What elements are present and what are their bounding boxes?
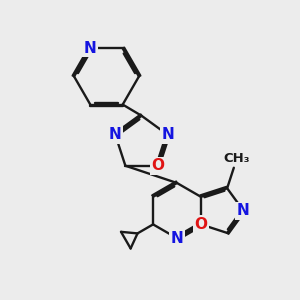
Text: O: O [194, 217, 207, 232]
Text: N: N [237, 203, 250, 218]
Text: CH₃: CH₃ [223, 152, 250, 165]
Text: O: O [151, 158, 164, 173]
Text: N: N [109, 128, 122, 142]
Text: N: N [171, 231, 183, 246]
Text: N: N [84, 41, 97, 56]
Text: N: N [161, 128, 174, 142]
